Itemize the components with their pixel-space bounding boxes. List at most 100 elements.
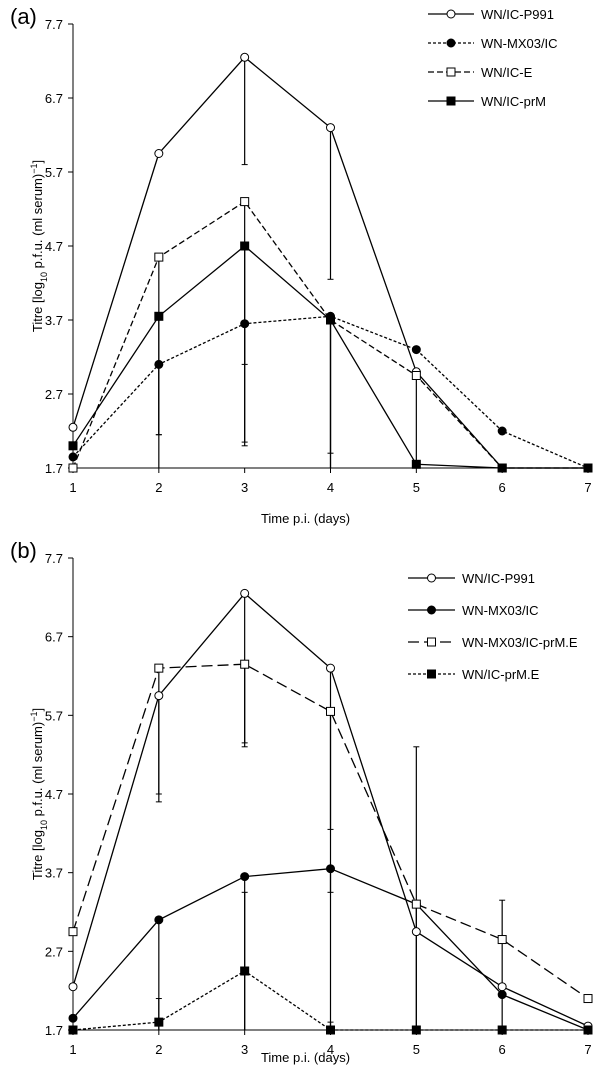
data-point xyxy=(240,241,250,251)
data-point xyxy=(240,659,250,669)
legend-marker xyxy=(446,38,456,48)
data-point xyxy=(154,663,164,673)
y-axis-label-part: Titre [log xyxy=(30,830,45,880)
chart-panel-a: (a) 1.7 2.7 3.7 4.7 5.7 6.7 7.7 1 2 3 4 5 6 7 Time p.i.… xyxy=(10,4,593,526)
y-tick-label: 4.7 xyxy=(45,787,63,802)
data-point xyxy=(154,691,164,701)
y-axis-label: Titre [log10 p.f.u. (ml serum)−1] xyxy=(29,708,49,880)
panel-label: (b) xyxy=(10,538,37,563)
y-axis-label-part: −1 xyxy=(29,164,39,174)
data-point xyxy=(411,927,421,937)
data-point xyxy=(497,426,507,436)
y-axis-label-part: 10 xyxy=(39,820,49,830)
y-tick-label: 7.7 xyxy=(45,17,63,32)
data-point xyxy=(68,422,78,432)
x-tick-label: 2 xyxy=(155,480,162,495)
legend: WN/IC-P991 WN-MX03/IC WN-MX03/IC-prM.E WN/I… xyxy=(408,571,578,682)
y-tick-label: 3.7 xyxy=(45,866,63,881)
y-axis-label-part: 10 xyxy=(39,272,49,282)
series-4-points xyxy=(68,966,593,1035)
legend-label: WN/IC-prM.E xyxy=(462,667,540,682)
x-tick-label: 5 xyxy=(413,480,420,495)
legend-marker xyxy=(446,67,456,77)
data-point xyxy=(240,872,250,882)
legend-marker xyxy=(427,605,436,615)
y-tick-label: 2.7 xyxy=(45,944,63,959)
data-point xyxy=(68,463,78,473)
y-tick-label: 1.7 xyxy=(45,1023,63,1038)
chart-panel-b: (b) 1.7 2.7 3.7 4.7 5.7 6.7 7.7 1 2 3 4 5 6 7 Time p.i.… xyxy=(10,538,593,1065)
y-tick-label: 1.7 xyxy=(45,461,63,476)
data-point xyxy=(411,371,421,380)
x-tick-label: 1 xyxy=(69,1042,76,1057)
y-tick-label: 7.7 xyxy=(45,551,63,566)
data-point xyxy=(583,1025,593,1035)
data-point xyxy=(326,315,335,325)
data-point xyxy=(326,663,335,673)
data-point xyxy=(68,927,78,937)
y-tick-label: 6.7 xyxy=(45,630,63,645)
y-axis-label-part: ] xyxy=(30,708,45,712)
series-1-errorbars xyxy=(241,57,334,280)
series-3-errorbars xyxy=(155,664,506,1031)
data-point xyxy=(326,123,335,133)
y-tick-label: 4.7 xyxy=(45,239,63,254)
x-tick-label: 7 xyxy=(584,1042,591,1057)
data-point xyxy=(240,966,250,976)
x-tick-label: 3 xyxy=(241,480,248,495)
y-tick-label: 5.7 xyxy=(45,165,63,180)
y-axis-label: Titre [log10 p.f.u. (ml serum)−1] xyxy=(29,160,49,332)
series-2-errorbars xyxy=(155,868,417,1031)
series-4-errorbars xyxy=(155,891,334,1031)
legend-marker xyxy=(446,96,456,106)
x-tick-label: 6 xyxy=(499,1042,506,1057)
data-point xyxy=(411,459,421,469)
data-point xyxy=(497,1025,507,1035)
data-point xyxy=(411,899,421,909)
data-point xyxy=(497,990,507,1000)
data-point xyxy=(68,441,78,451)
legend-marker xyxy=(427,573,436,583)
legend-label: WN/IC-P991 xyxy=(481,7,554,22)
y-tick-label: 3.7 xyxy=(45,313,63,328)
legend-label: WN/IC-prM xyxy=(481,94,546,109)
x-axis-label: Time p.i. (days) xyxy=(261,1050,350,1065)
x-tick-label: 7 xyxy=(584,480,591,495)
data-point xyxy=(154,359,164,369)
legend-label: WN/IC-E xyxy=(481,65,533,80)
y-tick-label: 2.7 xyxy=(45,387,63,402)
series-4-errorbars xyxy=(155,246,417,469)
series-3-points xyxy=(68,659,593,1004)
x-tick-label: 4 xyxy=(327,480,334,495)
data-point xyxy=(583,994,593,1004)
x-tick-label: 6 xyxy=(499,480,506,495)
x-tick-label: 2 xyxy=(155,1042,162,1057)
data-point xyxy=(154,915,164,925)
panel-label: (a) xyxy=(10,4,37,29)
legend-marker xyxy=(427,669,436,679)
legend-label: WN-MX03/IC xyxy=(481,36,558,51)
data-point xyxy=(68,452,78,462)
data-point xyxy=(154,252,164,262)
y-tick-label: 6.7 xyxy=(45,91,63,106)
series-4-points xyxy=(68,241,593,473)
data-point xyxy=(326,706,335,716)
x-tick-label: 5 xyxy=(413,1042,420,1057)
legend-marker xyxy=(427,637,436,647)
data-point xyxy=(326,1025,335,1035)
y-tick-label: 5.7 xyxy=(45,708,63,723)
y-axis-label-part: p.f.u. (ml serum) xyxy=(30,174,45,272)
data-point xyxy=(497,935,507,945)
data-point xyxy=(240,52,250,62)
data-point xyxy=(411,345,421,355)
legend-label: WN-MX03/IC xyxy=(462,603,539,618)
data-point xyxy=(154,149,164,158)
data-point xyxy=(154,1017,164,1027)
x-axis-label: Time p.i. (days) xyxy=(261,511,350,526)
data-point xyxy=(240,588,250,598)
data-point xyxy=(68,982,78,992)
legend-label: WN/IC-P991 xyxy=(462,571,535,586)
y-axis-label-part: p.f.u. (ml serum) xyxy=(30,722,45,820)
legend: WN/IC-P991 WN-MX03/IC WN/IC-E WN/IC-prM xyxy=(428,7,558,109)
